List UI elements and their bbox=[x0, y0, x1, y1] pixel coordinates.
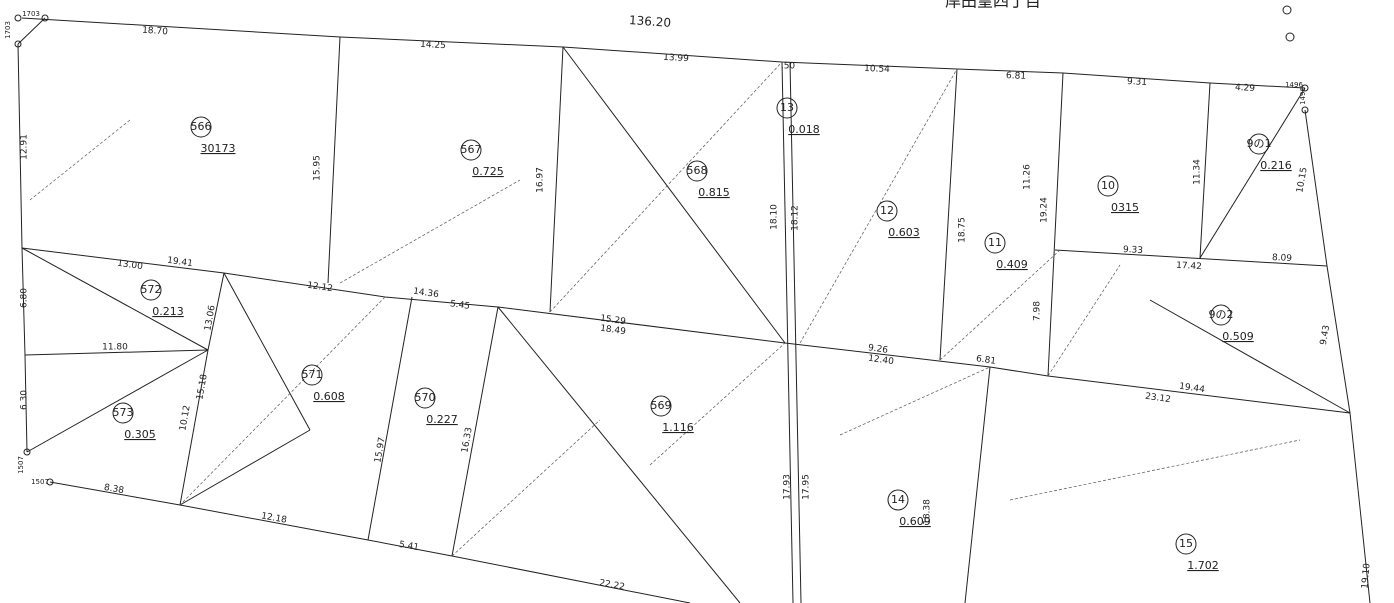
lot-area: 0.409 bbox=[996, 258, 1028, 271]
lot-area: 0.213 bbox=[152, 305, 184, 318]
lot-number: 570 bbox=[415, 391, 436, 404]
dimension-label: 15.18 bbox=[195, 373, 209, 400]
lot-area: 0.227 bbox=[426, 413, 458, 426]
lot-number: 569 bbox=[651, 399, 672, 412]
dimension-label: 8.09 bbox=[1272, 253, 1293, 264]
dimension-label: 22.22 bbox=[598, 578, 625, 592]
dimension-label: 18.38 bbox=[923, 499, 933, 525]
dimensions: 18.70 14.25 13.99 10.54 6.81 9.31 4.29 12.91 15.… bbox=[20, 26, 1373, 593]
dimension-label: 8.38 bbox=[103, 483, 125, 496]
lot-number: 10 bbox=[1101, 179, 1115, 192]
lot-number: 9の1 bbox=[1247, 137, 1272, 150]
lot-area: 0.608 bbox=[313, 390, 345, 403]
lot-number: 568 bbox=[687, 164, 708, 177]
dimension-label: 9.31 bbox=[1127, 77, 1148, 88]
top-note: 136.20 bbox=[629, 13, 672, 30]
boundaries bbox=[15, 6, 1370, 603]
dimension-label: 6.81 bbox=[1006, 71, 1026, 82]
dimension-label: 10.15 bbox=[1295, 167, 1309, 194]
corner-label: 1703 bbox=[4, 21, 12, 39]
dimension-label: 5.41 bbox=[398, 540, 419, 553]
dimension-label: 19.44 bbox=[1178, 382, 1205, 396]
dimension-label: 19.41 bbox=[166, 256, 193, 269]
lot-area: 0.603 bbox=[888, 226, 920, 239]
dimension-label: .50 bbox=[781, 62, 796, 72]
dimension-label: 12.18 bbox=[260, 511, 287, 525]
lot-number: 566 bbox=[191, 120, 212, 133]
dimension-label: 13.99 bbox=[663, 53, 690, 64]
corner-label: 1507 bbox=[17, 456, 25, 474]
dimension-label: 12.91 bbox=[20, 134, 30, 160]
lot-area: 0.815 bbox=[698, 186, 730, 199]
lot-area: 0.216 bbox=[1260, 159, 1292, 172]
lot-number: 571 bbox=[302, 368, 323, 381]
lot-number: 9の2 bbox=[1209, 308, 1234, 321]
dimension-label: 16.33 bbox=[460, 427, 474, 454]
dimension-label: 15.95 bbox=[313, 155, 323, 181]
lot-area: 0.509 bbox=[1222, 330, 1254, 343]
dimension-label: 6.81 bbox=[975, 354, 996, 367]
corner-label: 1496 bbox=[1299, 87, 1307, 105]
dimension-label: 10.54 bbox=[864, 64, 890, 75]
lot-number: 11 bbox=[988, 236, 1002, 249]
survey-map: 岸田皇四丁目 136.20 566 30173 567 0.725 568 0.815 13… bbox=[0, 0, 1394, 603]
dimension-label: 14.25 bbox=[420, 40, 446, 51]
dimension-label: 6.80 bbox=[20, 288, 30, 308]
lot-number: 12 bbox=[880, 204, 894, 217]
dimension-label: 15.97 bbox=[373, 437, 387, 464]
dimension-label: 17.93 bbox=[783, 474, 793, 500]
dimension-label: 19.10 bbox=[1360, 563, 1372, 590]
lot-number: 14 bbox=[891, 493, 905, 506]
lot-number: 567 bbox=[461, 143, 482, 156]
lot-number: 573 bbox=[113, 406, 134, 419]
dimension-label: 14.36 bbox=[412, 287, 439, 301]
dimension-label: 13.06 bbox=[203, 304, 217, 331]
dimension-label: 17.42 bbox=[1176, 261, 1202, 272]
dimension-label: 11.80 bbox=[102, 343, 128, 353]
dimension-label: 9.33 bbox=[1123, 245, 1144, 256]
lot-area: 0.018 bbox=[788, 123, 820, 136]
lots: 566 30173 567 0.725 568 0.815 13 0.018 12 0.603 11… bbox=[113, 98, 1292, 572]
dimension-label: 12.12 bbox=[306, 281, 333, 294]
lot-area: 0.725 bbox=[472, 165, 504, 178]
lot-area: 1.702 bbox=[1187, 559, 1219, 572]
dimension-label: 6.30 bbox=[20, 390, 30, 410]
dimension-label: 23.12 bbox=[1144, 392, 1171, 405]
dimension-label: 16.97 bbox=[536, 167, 546, 193]
lot-number: 572 bbox=[141, 283, 162, 296]
dimension-label: 18.75 bbox=[958, 217, 968, 243]
lot-area: 1.116 bbox=[662, 421, 694, 434]
dimension-label: 11.34 bbox=[1193, 159, 1203, 185]
lot-number: 15 bbox=[1179, 537, 1193, 550]
dimension-label: 19.24 bbox=[1040, 197, 1050, 223]
dimension-label: 4.29 bbox=[1235, 83, 1256, 94]
corner-label: 1507 bbox=[31, 478, 49, 486]
dimension-label: 17.95 bbox=[802, 474, 812, 500]
dimension-label: 5.45 bbox=[449, 299, 470, 312]
lot-area: 30173 bbox=[201, 142, 236, 155]
dimension-label: 13.00 bbox=[116, 259, 143, 273]
dimension-label: 18.70 bbox=[142, 26, 169, 38]
dimension-label: 10.12 bbox=[178, 405, 192, 432]
dimension-label: 9.43 bbox=[1319, 324, 1332, 345]
dimension-label: 11.26 bbox=[1023, 164, 1033, 190]
lot-area: 0315 bbox=[1111, 201, 1139, 214]
lot-area: 0.305 bbox=[124, 428, 156, 441]
lot-number: 13 bbox=[780, 101, 794, 114]
dimension-label: 18.12 bbox=[791, 205, 801, 231]
dimension-label: 18.10 bbox=[770, 204, 780, 230]
dimension-label: 7.98 bbox=[1033, 301, 1043, 321]
map-title: 岸田皇四丁目 bbox=[945, 0, 1041, 11]
corner-label: 1703 bbox=[22, 10, 40, 18]
